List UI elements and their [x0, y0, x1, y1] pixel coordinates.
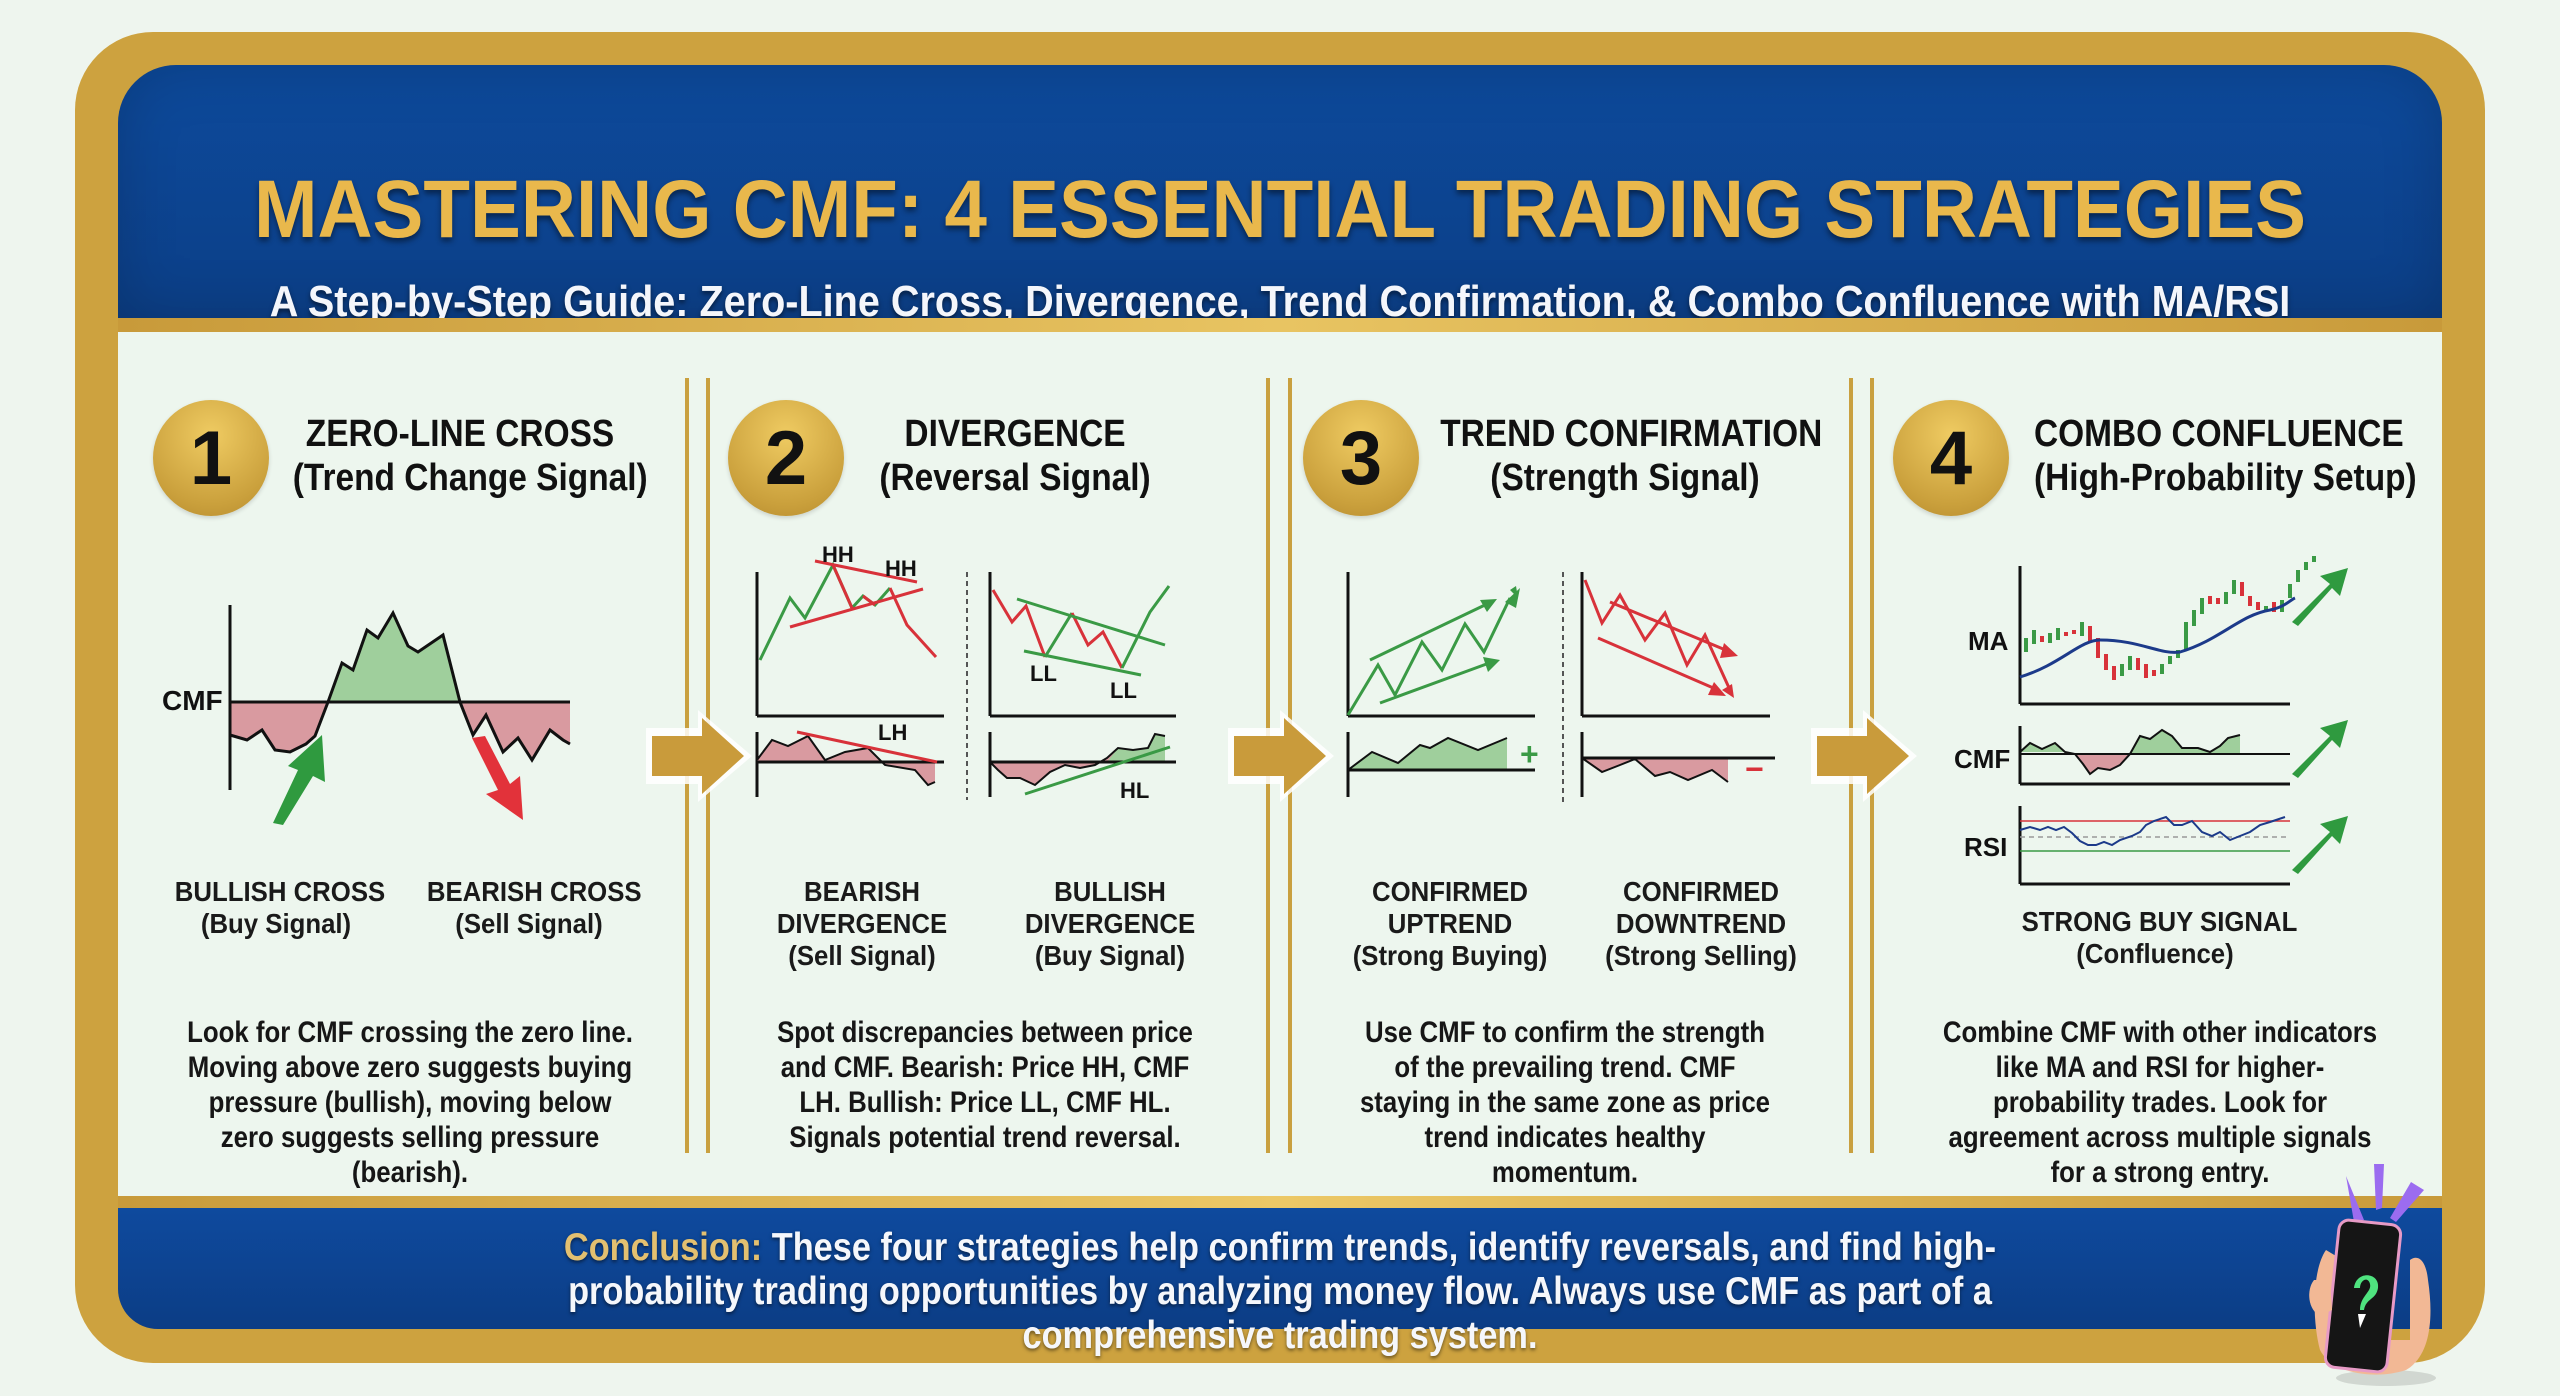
cmf-up-arrow-icon — [2292, 720, 2348, 778]
panel-title: TREND CONFIRMATION (Strength Signal) — [1440, 413, 1823, 499]
svg-text:CMF: CMF — [162, 685, 223, 716]
svg-text:CMF: CMF — [1954, 744, 2010, 774]
panel-title: DIVERGENCE (Reversal Signal) — [879, 413, 1151, 499]
svg-text:LH: LH — [878, 720, 907, 745]
flow-arrow-icon — [1811, 710, 1917, 802]
combo-confluence-charts: MA — [1954, 556, 2316, 886]
confirmed-downtrend-caption: CONFIRMED DOWNTREND (Strong Selling) — [1605, 876, 1797, 971]
phone-in-hand-icon — [2309, 1164, 2436, 1386]
strategy-description: Use CMF to confirm the strength of the p… — [1359, 1016, 1771, 1189]
page-title: MASTERING CMF: 4 ESSENTIAL TRADING STRAT… — [253, 164, 2307, 255]
conclusion-label: Conclusion: — [563, 1226, 763, 1269]
svg-text:HH: HH — [822, 542, 854, 567]
conclusion-text: Conclusion: These four strategies help c… — [563, 1226, 1997, 1357]
step-badge: 2 — [728, 400, 844, 516]
bearish-divergence-caption: BEARISH DIVERGENCE (Sell Signal) — [776, 876, 948, 971]
svg-text:−: − — [1745, 751, 1764, 787]
svg-text:HH: HH — [885, 556, 917, 581]
header-gold-strip — [118, 318, 2442, 332]
strong-buy-caption: STRONG BUY SIGNAL (Confluence) — [2021, 906, 2298, 969]
bullish-arrow-icon — [273, 735, 325, 825]
svg-text:HL: HL — [1120, 778, 1149, 803]
panel-title: ZERO-LINE CROSS (Trend Change Signal) — [292, 413, 648, 499]
svg-text:RSI: RSI — [1964, 832, 2007, 862]
step-badge: 1 — [153, 400, 269, 516]
svg-text:LL: LL — [1030, 661, 1057, 686]
footer-gold-strip — [118, 1196, 2442, 1208]
trend-confirmation-charts: + − — [1346, 572, 1775, 802]
bearish-arrow-icon — [472, 736, 523, 820]
svg-text:+: + — [1520, 736, 1539, 772]
zero-line-cross-chart: CMF — [162, 605, 571, 825]
bearish-cross-caption: BEARISH CROSS (Sell Signal) — [426, 876, 642, 939]
flow-arrow-icon — [1228, 710, 1334, 802]
panel-title: COMBO CONFLUENCE (High-Probability Setup… — [2034, 413, 2417, 499]
svg-text:LL: LL — [1110, 678, 1137, 703]
ma-up-arrow-icon — [2292, 568, 2348, 626]
step-badge: 3 — [1303, 400, 1419, 516]
page-subtitle: A Step-by-Step Guide: Zero-Line Cross, D… — [269, 277, 2291, 326]
header-banner: MASTERING CMF: 4 ESSENTIAL TRADING STRAT… — [118, 65, 2442, 326]
rsi-up-arrow-icon — [2292, 816, 2348, 874]
bullish-divergence-caption: BULLISH DIVERGENCE (Buy Signal) — [1024, 876, 1196, 971]
svg-text:MA: MA — [1968, 626, 2009, 656]
strategy-description: Combine CMF with other indicators like M… — [1942, 1016, 2378, 1189]
strategy-description: Spot discrepancies between price and CMF… — [777, 1016, 1193, 1154]
divergence-charts: HH HH LH LL LL HL — [755, 542, 1176, 803]
confirmed-uptrend-caption: CONFIRMED UPTREND (Strong Buying) — [1352, 876, 1548, 971]
flow-arrow-icon — [646, 710, 752, 802]
conclusion-banner: Conclusion: These four strategies help c… — [118, 1208, 2442, 1357]
strategy-description: Look for CMF crossing the zero line. Mov… — [187, 1016, 633, 1189]
step-badge: 4 — [1893, 400, 2009, 516]
bullish-cross-caption: BULLISH CROSS (Buy Signal) — [174, 876, 386, 939]
